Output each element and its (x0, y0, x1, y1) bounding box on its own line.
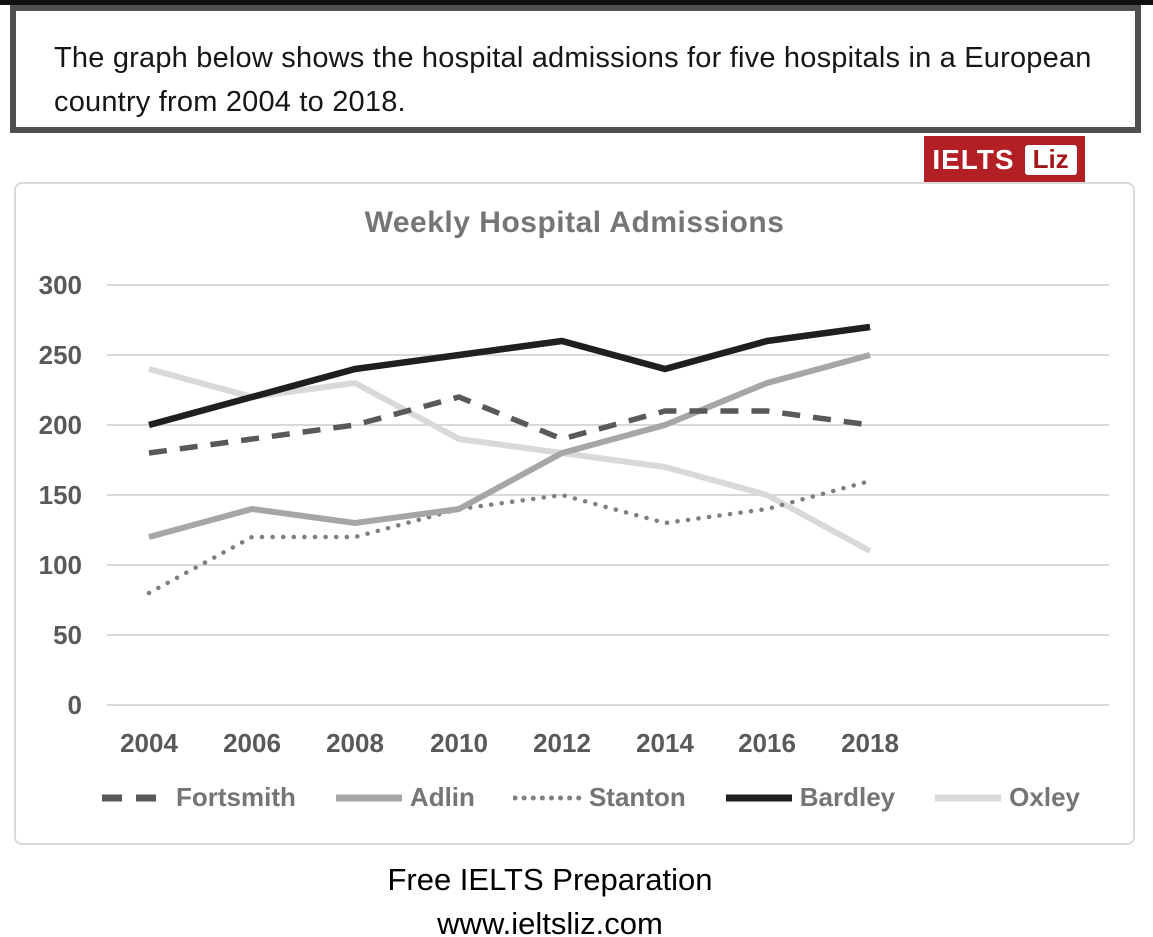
legend-label: Oxley (1009, 782, 1080, 812)
legend-label: Adlin (409, 782, 475, 812)
x-axis-tick-label: 2010 (430, 728, 488, 758)
footer-line-2: www.ieltsliz.com (437, 906, 663, 937)
fortsmith-dashed-line-icon (102, 794, 168, 801)
legend-label: Stanton (588, 782, 686, 812)
ieltsliz-logo: IELTS Liz (924, 136, 1085, 184)
series-line-stanton (146, 478, 873, 596)
x-axis-tick-label: 2018 (841, 728, 899, 758)
x-axis-tick-label: 2014 (636, 728, 694, 758)
y-axis-tick-label: 100 (39, 550, 82, 580)
bardley-solid-line-icon (725, 794, 792, 801)
chart-legend: Fortsmith Adlin Stanton Bardley Oxley (100, 782, 1080, 813)
y-axis-tick-label: 300 (39, 270, 82, 300)
footer: Free IELTS Preparation www.ieltsliz.com (0, 858, 1100, 937)
legend-item-stanton: Stanton (512, 782, 686, 813)
y-axis-tick-label: 150 (39, 480, 82, 510)
legend-label: Fortsmith (176, 782, 296, 812)
oxley-solid-line-icon (935, 794, 1002, 801)
logo-brand-text: IELTS (932, 144, 1015, 175)
logo-liz-badge: Liz (1024, 145, 1077, 175)
x-axis-tick-label: 2008 (326, 728, 384, 758)
y-axis-tick-label: 250 (39, 340, 82, 370)
task-prompt-text: The graph below shows the hospital admis… (54, 42, 1092, 118)
legend-item-adlin: Adlin (334, 782, 475, 813)
legend-label: Bardley (799, 782, 896, 812)
y-axis-tick-label: 50 (53, 620, 82, 650)
legend-item-oxley: Oxley (933, 782, 1080, 813)
stanton-dotted-line-icon (512, 795, 583, 800)
series-line-adlin (148, 352, 871, 540)
task-prompt-box: The graph below shows the hospital admis… (10, 5, 1141, 133)
legend-item-fortsmith: Fortsmith (100, 782, 296, 813)
x-axis-tick-label: 2016 (738, 728, 796, 758)
footer-line-1: Free IELTS Preparation (387, 862, 713, 897)
line-chart-plot-area: 300 250 200 150 100 50 0 2004 2006 2008 2010 2012 20… (39, 270, 1109, 758)
chart-title: Weekly Hospital Admissions (364, 206, 785, 239)
series-line-bardley (148, 323, 871, 429)
top-border-strip (0, 0, 1153, 5)
x-axis-tick-label: 2006 (223, 728, 281, 758)
x-axis-tick-label: 2012 (533, 728, 591, 758)
chart-panel: Weekly Hospital Admissions 300 250 200 150 1… (14, 182, 1135, 845)
legend-item-bardley: Bardley (724, 782, 895, 813)
x-axis-tick-label: 2004 (120, 728, 178, 758)
y-axis-tick-label: 0 (68, 690, 82, 720)
y-axis-tick-label: 200 (39, 410, 82, 440)
adlin-solid-line-icon (335, 794, 402, 801)
